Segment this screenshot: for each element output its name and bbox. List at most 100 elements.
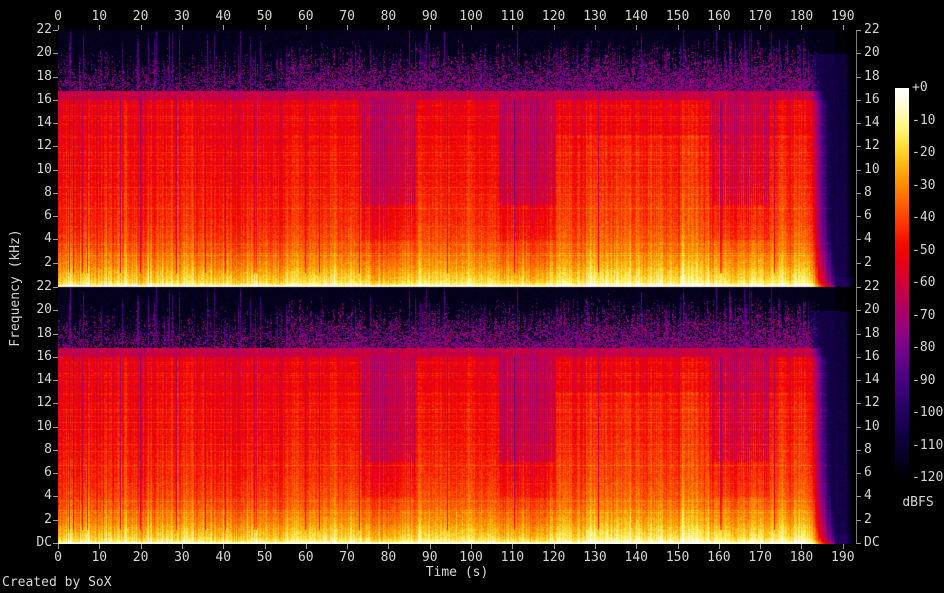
- freq-tick-label: 16: [36, 91, 52, 107]
- freq-tick-mark: [856, 30, 861, 31]
- freq-tick-mark: [856, 262, 861, 264]
- freq-tick-mark: [53, 262, 58, 264]
- colorbar-tick-label: -120: [912, 470, 944, 485]
- colorbar-tick-label: -60: [912, 275, 936, 290]
- freq-tick-label: 12: [36, 395, 52, 411]
- freq-tick-label: 6: [44, 465, 52, 481]
- freq-tick-mark: [53, 76, 58, 78]
- freq-tick-label: 16: [864, 91, 880, 107]
- time-tick-mark: [181, 544, 183, 549]
- freq-tick-label: 20: [36, 302, 52, 318]
- time-tick-mark: [553, 25, 555, 30]
- freq-tick-mark: [856, 146, 861, 148]
- spectrogram-canvas: [58, 30, 856, 544]
- freq-tick-label: 20: [864, 45, 880, 61]
- freq-tick-mark: [53, 99, 58, 101]
- time-tick-label: 100: [459, 550, 483, 565]
- freq-tick-label: 16: [864, 348, 880, 364]
- freq-tick-mark: [856, 76, 861, 78]
- time-tick-mark: [471, 544, 473, 549]
- colorbar-tick-label: -50: [912, 242, 936, 258]
- colorbar-unit-label: dBFS: [902, 495, 934, 510]
- time-tick-label: 60: [297, 9, 314, 24]
- time-tick-mark: [429, 25, 431, 30]
- freq-tick-label: 10: [864, 418, 880, 434]
- freq-tick-label: 2: [864, 511, 872, 527]
- time-tick-mark: [140, 544, 142, 549]
- time-tick-mark: [801, 544, 803, 549]
- time-tick-mark: [760, 25, 762, 30]
- time-tick-label: 70: [339, 550, 355, 565]
- freq-tick-mark: [856, 216, 861, 218]
- freq-tick-label: 20: [36, 45, 52, 61]
- freq-tick-mark: [856, 123, 861, 125]
- time-tick-mark: [181, 25, 183, 30]
- freq-tick-label: 22: [36, 22, 52, 37]
- freq-tick-mark: [53, 239, 58, 241]
- freq-tick-label: 10: [36, 418, 52, 434]
- freq-tick-label: 2: [864, 254, 872, 270]
- freq-tick-mark: [856, 333, 861, 335]
- x-axis-title: Time (s): [425, 565, 489, 580]
- time-tick-mark: [388, 544, 390, 549]
- freq-tick-label: 14: [864, 115, 880, 131]
- freq-tick-label: 16: [36, 348, 52, 364]
- time-tick-mark: [594, 25, 596, 30]
- freq-tick-mark: [856, 169, 861, 171]
- time-tick-label: 120: [541, 9, 566, 24]
- freq-tick-mark: [856, 449, 861, 451]
- freq-tick-label: DC: [36, 535, 52, 550]
- freq-tick-label: 22: [36, 279, 52, 294]
- freq-tick-mark: [856, 287, 861, 288]
- time-tick-mark: [223, 544, 225, 549]
- time-tick-mark: [140, 25, 142, 30]
- time-tick-mark: [636, 25, 638, 30]
- freq-tick-mark: [53, 310, 58, 312]
- sox-credit: Created by SoX: [2, 575, 112, 590]
- freq-tick-label: 4: [44, 488, 52, 504]
- freq-tick-label: 8: [864, 441, 872, 457]
- time-tick-mark: [347, 544, 349, 549]
- freq-tick-mark: [53, 380, 58, 382]
- freq-tick-label: 4: [864, 488, 872, 504]
- freq-tick-label: 6: [864, 208, 872, 224]
- freq-tick-label: DC: [864, 535, 880, 550]
- time-tick-label: 150: [665, 550, 690, 565]
- time-tick-mark: [264, 544, 266, 549]
- time-tick-label: 0: [54, 550, 62, 565]
- freq-tick-mark: [53, 287, 58, 288]
- time-tick-label: 170: [748, 550, 772, 565]
- time-tick-label: 130: [583, 9, 607, 24]
- time-tick-label: 100: [459, 9, 483, 24]
- time-tick-label: 190: [831, 550, 855, 565]
- freq-tick-label: 14: [36, 115, 52, 131]
- time-tick-mark: [264, 25, 266, 30]
- time-tick-mark: [305, 25, 307, 30]
- time-tick-label: 150: [665, 9, 690, 24]
- freq-tick-label: 22: [864, 279, 880, 294]
- time-tick-label: 140: [624, 550, 648, 565]
- time-tick-mark: [677, 544, 679, 549]
- time-tick-mark: [347, 25, 349, 30]
- freq-tick-mark: [856, 426, 861, 428]
- freq-tick-label: 6: [44, 208, 52, 224]
- time-tick-mark: [677, 25, 679, 30]
- colorbar-tick-label: -90: [912, 372, 936, 388]
- time-tick-label: 20: [132, 9, 149, 24]
- freq-tick-label: 2: [44, 254, 52, 270]
- time-tick-mark: [512, 544, 514, 549]
- freq-tick-mark: [856, 356, 861, 358]
- freq-tick-label: 4: [44, 231, 52, 247]
- freq-tick-mark: [856, 239, 861, 241]
- time-tick-label: 50: [256, 550, 273, 565]
- time-tick-label: 0: [54, 9, 62, 24]
- time-tick-mark: [842, 25, 844, 30]
- time-tick-label: 130: [583, 550, 607, 565]
- freq-tick-mark: [856, 53, 861, 55]
- time-tick-mark: [99, 25, 101, 30]
- freq-tick-label: 8: [44, 441, 52, 457]
- freq-tick-mark: [53, 356, 58, 358]
- time-tick-label: 120: [541, 550, 566, 565]
- time-tick-mark: [512, 25, 514, 30]
